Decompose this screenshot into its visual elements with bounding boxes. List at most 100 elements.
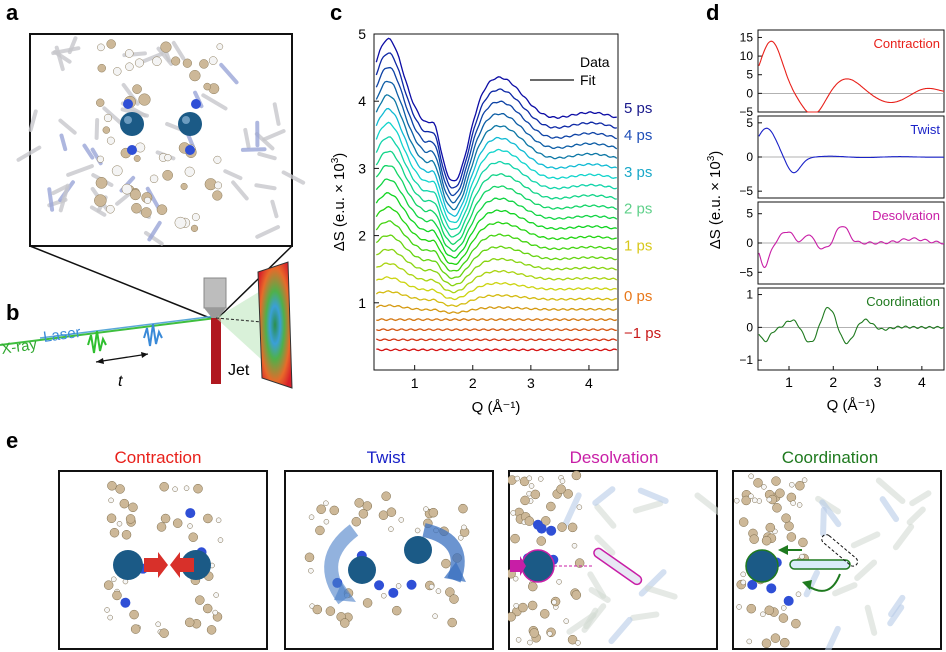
panel-label-b: b bbox=[6, 300, 20, 325]
time-label: 1 ps bbox=[624, 238, 652, 255]
hydrogen-atom bbox=[756, 498, 762, 504]
solvent-stick bbox=[587, 571, 607, 599]
panel-e-desolvation bbox=[508, 470, 718, 650]
y-tick-label: 1 bbox=[746, 288, 753, 302]
solvent-stick bbox=[47, 187, 55, 212]
subplot-frame bbox=[757, 287, 945, 371]
carbon-atom bbox=[795, 480, 805, 491]
x-tick-label: 4 bbox=[918, 374, 926, 390]
data-curve bbox=[375, 234, 617, 280]
ligand-atom bbox=[190, 224, 199, 232]
solvent-stick bbox=[632, 500, 664, 514]
solvent-molecule bbox=[789, 559, 851, 570]
carbon-atom bbox=[159, 481, 169, 492]
y-tick-label: −5 bbox=[739, 105, 753, 119]
hydrogen-atom bbox=[395, 583, 402, 589]
solvent-stick bbox=[219, 62, 239, 85]
carbon-atom bbox=[351, 516, 362, 527]
carbon-atom bbox=[741, 495, 751, 506]
ligand-atom bbox=[199, 59, 209, 69]
data-curve bbox=[375, 136, 618, 231]
solvent-stick bbox=[854, 559, 878, 581]
hydrogen-atom bbox=[789, 481, 795, 488]
carbon-atom bbox=[765, 522, 776, 533]
panel-label-d: d bbox=[706, 0, 720, 25]
carbon-atom bbox=[546, 501, 556, 512]
metal-atom bbox=[745, 549, 779, 583]
hydrogen-atom bbox=[740, 579, 747, 586]
solvent-stick bbox=[223, 169, 243, 181]
ligand-atom bbox=[94, 194, 107, 207]
ligand-atom bbox=[174, 216, 187, 229]
ligand-atom bbox=[103, 113, 113, 123]
hydrogen-atom bbox=[172, 486, 178, 492]
solvent-stick bbox=[270, 199, 279, 219]
carbon-atom bbox=[571, 470, 582, 481]
ligand-atom bbox=[189, 69, 201, 82]
carbon-atom bbox=[206, 625, 217, 635]
ligand-atom bbox=[216, 43, 224, 50]
plot-frame bbox=[373, 33, 619, 371]
nitrogen-atom bbox=[783, 595, 794, 606]
carbon-atom bbox=[129, 609, 139, 620]
solvent-stick bbox=[850, 531, 881, 549]
solvent-stick bbox=[629, 611, 660, 621]
nitrogen-atom bbox=[747, 579, 758, 590]
solvent-stick bbox=[254, 183, 277, 191]
hydrogen-atom bbox=[575, 640, 581, 646]
data-curve bbox=[375, 80, 618, 204]
solvent-stick bbox=[608, 616, 633, 645]
y-tick-label: −5 bbox=[739, 184, 753, 198]
carbon-atom bbox=[571, 590, 582, 600]
metal-atom-left bbox=[120, 112, 144, 136]
y-tick-label: 0 bbox=[746, 320, 753, 334]
hydrogen-atom bbox=[752, 497, 758, 504]
panel-c-chart: 1 2 3 4 1 2 3 4 5 Q (Å⁻¹) ΔS (e.u. × 103) Data Fit 5 … bbox=[330, 26, 661, 416]
data-curve bbox=[375, 290, 617, 308]
solvent-stick bbox=[562, 492, 582, 528]
solvent-stick bbox=[888, 594, 906, 618]
solvent-stick bbox=[820, 506, 827, 537]
solvent-stick bbox=[59, 133, 68, 152]
carbon-atom bbox=[753, 478, 763, 488]
desolvation-arrow bbox=[510, 556, 526, 576]
solvent-stick bbox=[52, 49, 72, 64]
hydrogen-atom bbox=[215, 517, 222, 524]
hydrogen-atom bbox=[187, 523, 193, 529]
data-curve bbox=[375, 150, 617, 238]
hydrogen-atom bbox=[799, 553, 805, 560]
ligand-atom bbox=[96, 98, 105, 107]
ligand-atom bbox=[133, 155, 141, 162]
coordination-arrow bbox=[778, 545, 788, 555]
hydrogen-atom bbox=[423, 506, 429, 512]
time-label: 4 ps bbox=[624, 127, 652, 144]
y-tick-label: −1 bbox=[739, 353, 753, 367]
hydrogen-atom bbox=[760, 611, 766, 618]
hydrogen-atom bbox=[104, 607, 110, 613]
ligand-atom bbox=[125, 62, 134, 71]
carbon-atom bbox=[316, 504, 326, 514]
solvent-stick bbox=[819, 499, 842, 528]
hydrogen-atom bbox=[559, 478, 566, 484]
carbon-atom bbox=[527, 600, 538, 611]
nitrogen-atom bbox=[374, 580, 385, 591]
carbon-atom bbox=[567, 634, 578, 645]
carbon-atom bbox=[772, 503, 782, 513]
ligand-atom bbox=[149, 174, 159, 184]
hydrogen-atom bbox=[546, 630, 553, 637]
y-tick-label: 5 bbox=[358, 26, 366, 42]
hydrogen-atom bbox=[116, 520, 123, 527]
y-tick-label: −5 bbox=[739, 265, 753, 279]
ligand-atom bbox=[144, 196, 152, 204]
ligand-atom bbox=[97, 63, 106, 73]
solvent-stick bbox=[879, 496, 900, 523]
y-tick-label: 1 bbox=[358, 295, 366, 311]
hydrogen-atom bbox=[801, 477, 808, 483]
hydrogen-atom bbox=[308, 567, 314, 574]
hydrogen-atom bbox=[748, 473, 754, 479]
carbon-atom bbox=[441, 558, 451, 569]
data-curve bbox=[376, 262, 618, 294]
carbon-atom bbox=[325, 606, 336, 616]
ligand-atom bbox=[203, 82, 211, 91]
hydrogen-atom bbox=[398, 517, 405, 523]
